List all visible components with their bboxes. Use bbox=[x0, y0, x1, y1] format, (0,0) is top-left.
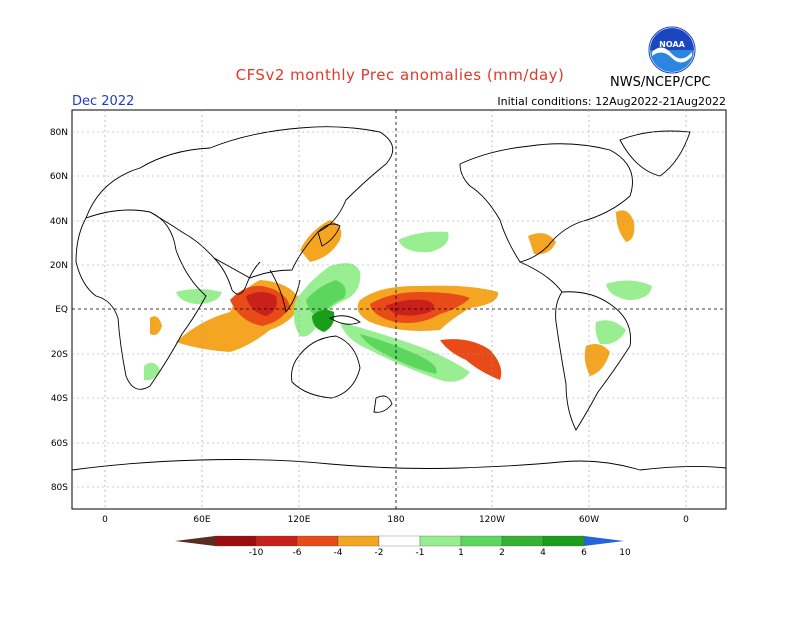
chart-title: CFSv2 monthly Prec anomalies (mm/day) bbox=[235, 66, 565, 84]
forecast-month: Dec 2022 bbox=[72, 94, 135, 109]
colorbar-label: 2 bbox=[499, 548, 505, 558]
lon-label: 60E bbox=[193, 515, 210, 525]
indochina-coast bbox=[269, 269, 301, 314]
noaa-logo-icon: NOAA bbox=[648, 26, 696, 74]
logo-text: NOAA bbox=[659, 40, 685, 49]
colorbar-label: 6 bbox=[581, 548, 587, 558]
africa-wet-patch bbox=[176, 289, 222, 304]
lat-label: 80N bbox=[50, 128, 68, 138]
lon-label: 120E bbox=[288, 515, 311, 525]
madagascar-wet-patch bbox=[144, 362, 160, 381]
colorbar-label: -6 bbox=[293, 548, 302, 558]
new-guinea-coast bbox=[328, 315, 361, 325]
colorbar: -10 -6 -4 -2 -1 1 2 4 6 10 bbox=[175, 535, 631, 558]
coastlines bbox=[72, 126, 726, 471]
atlantic-wet-patch bbox=[606, 280, 652, 300]
graticule bbox=[72, 110, 726, 509]
south-america-dry-patch bbox=[584, 344, 610, 376]
colorbar-swatch bbox=[255, 535, 298, 547]
indian-ocean-dry-peak bbox=[246, 292, 277, 316]
colorbar-swatch bbox=[542, 535, 585, 547]
colorbar-swatch bbox=[214, 535, 257, 547]
east-africa-dry-patch bbox=[150, 316, 162, 335]
lon-axis: 0 60E 120E 180 120W 60W 0 bbox=[102, 515, 689, 525]
greenland-coast bbox=[619, 130, 691, 177]
colorbar-label: -10 bbox=[249, 548, 264, 558]
colorbar-swatch bbox=[501, 535, 544, 547]
lat-axis: 80N 60N 40N 20N EQ 20S 40S 60S 80S bbox=[50, 128, 68, 493]
colorbar-right-arrow bbox=[584, 536, 624, 546]
africa-coast bbox=[75, 209, 207, 390]
lat-label: 20S bbox=[51, 350, 68, 360]
colorbar-label: -1 bbox=[416, 548, 425, 558]
south-pacific-dry-region bbox=[440, 339, 502, 380]
lat-label: 40N bbox=[50, 217, 68, 227]
north-america-coast bbox=[459, 143, 633, 263]
anomaly-shading bbox=[144, 210, 652, 382]
india-coast bbox=[213, 257, 261, 295]
west-pacific-wet-core bbox=[306, 280, 346, 317]
colorbar-label: 1 bbox=[458, 548, 464, 558]
lon-label: 0 bbox=[102, 515, 108, 525]
atlantic-dry-patch bbox=[616, 210, 635, 242]
antarctica-coast bbox=[72, 459, 726, 471]
central-america-coast bbox=[519, 261, 563, 293]
lat-label: 80S bbox=[51, 483, 68, 493]
colorbar-label: 10 bbox=[619, 548, 631, 558]
south-america-wet-patch bbox=[595, 320, 626, 345]
colorbar-label: 4 bbox=[540, 548, 546, 558]
japan-coast bbox=[317, 223, 341, 247]
equator-dateline bbox=[72, 110, 726, 509]
organization-label: NWS/NCEP/CPC bbox=[610, 75, 711, 90]
colorbar-label: -2 bbox=[375, 548, 384, 558]
colorbar-label: -4 bbox=[334, 548, 343, 558]
lat-label: 60N bbox=[50, 172, 68, 182]
lon-label: 60W bbox=[579, 515, 599, 525]
lon-label: 0 bbox=[683, 515, 689, 525]
lon-label: 120W bbox=[479, 515, 505, 525]
colorbar-swatch bbox=[296, 535, 339, 547]
australia-coast bbox=[291, 335, 361, 399]
maritime-continent-wet-peak bbox=[312, 309, 335, 332]
central-pacific-dry-peak bbox=[385, 299, 434, 316]
south-america-coast bbox=[555, 291, 632, 431]
new-zealand-coast bbox=[373, 395, 393, 413]
initial-conditions: Initial conditions: 12Aug2022-21Aug2022 bbox=[497, 95, 726, 108]
lat-label: 60S bbox=[51, 439, 68, 449]
north-pacific-wet-patch bbox=[398, 231, 449, 253]
colorbar-left-arrow bbox=[175, 536, 215, 546]
lon-label: 180 bbox=[387, 515, 404, 525]
central-america-dry-patch bbox=[528, 233, 556, 255]
colorbar-swatch bbox=[337, 535, 380, 547]
lat-label: 40S bbox=[51, 394, 68, 404]
colorbar-swatch bbox=[419, 535, 462, 547]
lat-label: EQ bbox=[55, 305, 68, 315]
colorbar-swatch bbox=[460, 535, 503, 547]
lat-label: 20N bbox=[50, 261, 68, 271]
colorbar-swatch bbox=[378, 535, 421, 547]
